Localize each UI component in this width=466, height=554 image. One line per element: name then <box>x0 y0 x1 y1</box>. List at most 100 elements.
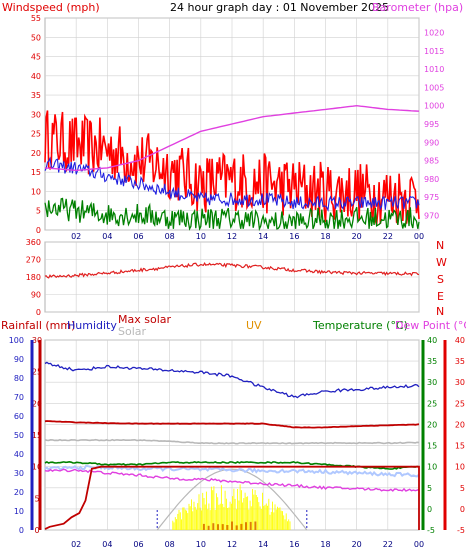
wind-x-tick-label: 04 <box>102 232 112 241</box>
temp-x-tick-label: 12 <box>227 540 237 549</box>
humidity-tick-label: 0 <box>19 526 24 535</box>
wind-x-tick-label: 14 <box>258 232 268 241</box>
temp-x-tick-label: 20 <box>352 540 362 549</box>
solar-elevation-arc <box>156 468 308 531</box>
dew-point-tick-label: 40 <box>455 336 465 345</box>
baro-tick-label: 990 <box>424 138 439 147</box>
temperature-tick-label: 5 <box>427 484 432 493</box>
temp-x-tick-label: 02 <box>71 540 81 549</box>
rainfall-tick-label: 0 <box>34 526 39 535</box>
rainfall-tick-label: 25 <box>32 368 42 377</box>
barometer-line <box>44 104 420 172</box>
wind-x-tick-label: 18 <box>320 232 330 241</box>
compass-n-bottom: N <box>436 305 444 318</box>
dew-point-line <box>44 468 420 492</box>
dew-point-tick-label: 5 <box>460 484 465 493</box>
dew-point-tick-label: 0 <box>460 505 465 514</box>
direction-tick-label: 90 <box>31 291 41 300</box>
temperature-tick-label: 40 <box>427 336 437 345</box>
uv-label: UV <box>246 319 262 332</box>
temp-x-tick-label: 22 <box>383 540 393 549</box>
humidity-tick-label: 40 <box>14 450 24 459</box>
wind-x-tick-label: 12 <box>227 232 237 241</box>
baro-tick-label: 1005 <box>424 83 444 92</box>
wind-tick-label: 45 <box>31 53 41 62</box>
temp-x-tick-label: 08 <box>165 540 175 549</box>
solar-label: Solar <box>118 325 147 338</box>
temp-x-tick-label: 10 <box>196 540 206 549</box>
temperature-axis-label: Temperature (°C) <box>312 319 408 332</box>
baro-tick-label: 1015 <box>424 47 444 56</box>
avg-wind-line <box>44 156 420 212</box>
wind-direction-line <box>44 262 420 279</box>
humidity-tick-label: 10 <box>14 507 24 516</box>
max-solar-label: Max solar <box>118 313 171 326</box>
baro-tick-label: 980 <box>424 175 439 184</box>
chart-title: 24 hour graph day : 01 November 2025 <box>170 1 389 14</box>
wind-tick-label: 5 <box>36 207 41 216</box>
baro-tick-label: 1020 <box>424 29 444 38</box>
wind-tick-label: 0 <box>36 226 41 235</box>
low-wind-line <box>44 197 420 232</box>
dew-point-tick-label: 35 <box>455 357 465 366</box>
humidity-tick-label: 70 <box>14 393 24 402</box>
compass-n-top: N <box>436 239 444 252</box>
humidity-axis-label: Humidity <box>67 319 117 332</box>
temperature-tick-label: 0 <box>427 505 432 514</box>
wind-x-tick-label: 16 <box>289 232 299 241</box>
wind-tick-label: 50 <box>31 33 41 42</box>
temp-x-tick-label: 06 <box>133 540 143 549</box>
wind-tick-label: 55 <box>31 14 41 23</box>
chart-marks <box>44 104 420 531</box>
wind-tick-label: 40 <box>31 72 41 81</box>
wind-x-tick-label: 00 <box>414 232 424 241</box>
temperature-tick-label: 15 <box>427 442 437 451</box>
humidity-tick-label: 80 <box>14 374 24 383</box>
temperature-tick-label: 25 <box>427 399 437 408</box>
humidity-tick-label: 20 <box>14 488 24 497</box>
baro-tick-label: 975 <box>424 193 439 202</box>
max-solar-line <box>44 420 420 429</box>
rainfall-tick-label: 30 <box>32 336 42 345</box>
dew-point-axis-label: Dew Point (°C) <box>395 319 466 332</box>
baro-tick-label: 970 <box>424 211 439 220</box>
wind-x-tick-label: 02 <box>71 232 81 241</box>
apparent-temp-line <box>44 464 420 478</box>
tick-labels: 0510152025303540455055970975980985990995… <box>9 14 465 549</box>
rainfall-line <box>44 465 420 530</box>
rainfall-tick-label: 10 <box>32 463 42 472</box>
wind-tick-label: 15 <box>31 168 41 177</box>
humidity-tick-label: 50 <box>14 431 24 440</box>
temperature-tick-label: 35 <box>427 357 437 366</box>
humidity-tick-label: 100 <box>9 336 24 345</box>
wind-tick-label: 20 <box>31 149 41 158</box>
rainfall-tick-label: 5 <box>34 494 39 503</box>
wind-tick-label: 10 <box>31 187 41 196</box>
dew-point-tick-label: 25 <box>455 399 465 408</box>
wind-x-tick-label: 20 <box>352 232 362 241</box>
dew-point-tick-label: 30 <box>455 378 465 387</box>
wind-x-tick-label: 08 <box>165 232 175 241</box>
wind-x-tick-label: 06 <box>133 232 143 241</box>
humidity-line <box>44 361 420 399</box>
compass-s: S <box>437 273 444 286</box>
barometer-axis-label: Barometer (hpa) <box>372 1 463 14</box>
windspeed-line <box>44 110 420 226</box>
temperature-tick-label: -5 <box>427 526 435 535</box>
temp-x-tick-label: 16 <box>289 540 299 549</box>
temp-x-tick-label: 00 <box>414 540 424 549</box>
humidity-tick-label: 30 <box>14 469 24 478</box>
wind-x-tick-label: 10 <box>196 232 206 241</box>
temperature-tick-label: 20 <box>427 420 437 429</box>
direction-tick-label: 0 <box>36 308 41 317</box>
wind-tick-label: 25 <box>31 130 41 139</box>
direction-tick-label: 180 <box>26 273 41 282</box>
temp-x-tick-label: 04 <box>102 540 112 549</box>
compass-e: E <box>437 290 444 303</box>
dew-point-tick-label: 20 <box>455 420 465 429</box>
solar-line <box>44 438 420 445</box>
rainfall-tick-label: 15 <box>32 431 42 440</box>
temperature-tick-label: 10 <box>427 463 437 472</box>
dew-point-tick-label: 15 <box>455 442 465 451</box>
rainfall-tick-label: 20 <box>32 399 42 408</box>
